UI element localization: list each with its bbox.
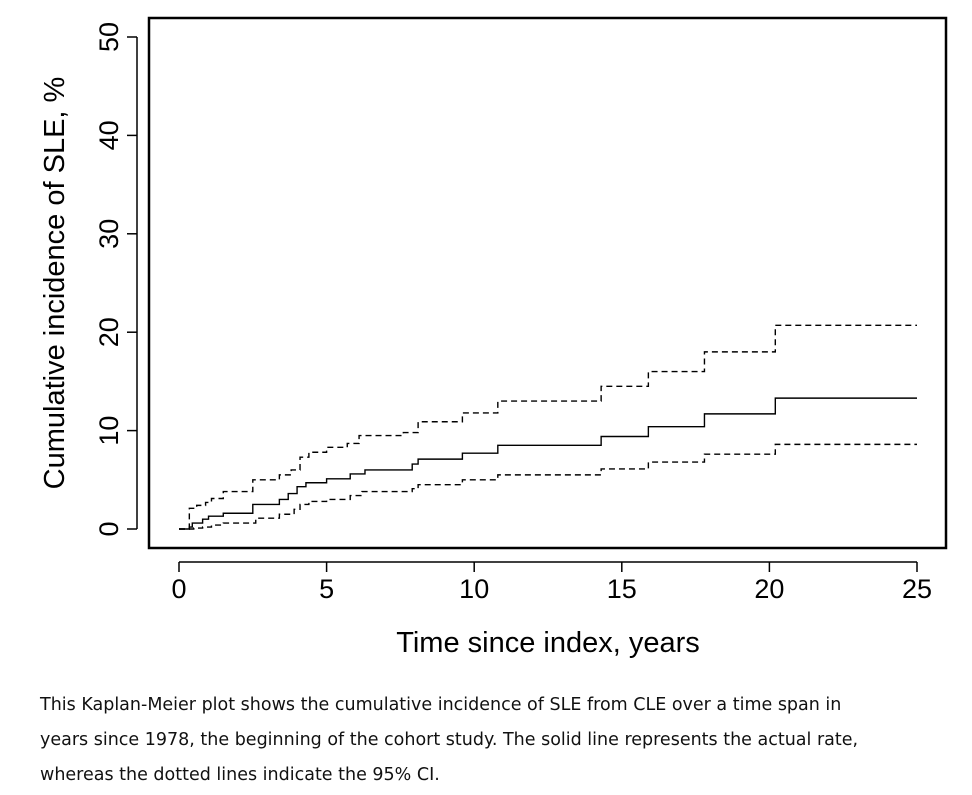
series-layer [179, 324, 917, 530]
y-axis-label: Cumulative incidence of SLE, % [39, 77, 71, 490]
x-tick-label: 25 [902, 574, 932, 604]
y-tick-label: 50 [94, 22, 124, 52]
x-axis: 0 5 10 15 20 25 [171, 561, 932, 604]
y-tick-label: 10 [94, 416, 124, 446]
x-tick-label: 20 [754, 574, 784, 604]
x-axis-label: Time since index, years [396, 627, 700, 659]
y-tick-label: 20 [94, 317, 124, 347]
caption-line: whereas the dotted lines indicate the 95… [40, 765, 440, 785]
y-axis: 0 10 20 30 40 50 [94, 22, 138, 537]
x-tick-label: 15 [607, 574, 637, 604]
lower-ci-line [179, 443, 917, 530]
y-tick-label: 40 [94, 120, 124, 150]
km-estimate-line [179, 397, 917, 530]
y-tick-label: 30 [94, 219, 124, 249]
x-tick-label: 5 [319, 574, 334, 604]
upper-ci-line [179, 324, 917, 530]
caption-line: This Kaplan-Meier plot shows the cumulat… [40, 695, 842, 715]
km-chart: 0 5 10 15 20 25 0 10 20 30 40 50 Time since index,… [39, 16, 948, 659]
x-tick-label: 0 [171, 574, 186, 604]
caption-line: years since 1978, the beginning of the c… [40, 730, 859, 750]
y-tick-label: 0 [94, 521, 124, 536]
figure-caption: This Kaplan-Meier plot shows the cumulat… [40, 688, 960, 793]
plot-frame [147, 16, 948, 550]
x-tick-label: 10 [459, 574, 489, 604]
